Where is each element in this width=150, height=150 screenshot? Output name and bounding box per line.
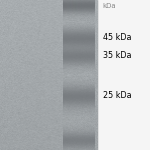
Bar	[98, 0, 150, 150]
Text: kDa: kDa	[103, 3, 116, 9]
Text: 45 kDa: 45 kDa	[103, 33, 131, 42]
Text: 25 kDa: 25 kDa	[103, 92, 131, 100]
Text: 35 kDa: 35 kDa	[103, 51, 131, 60]
